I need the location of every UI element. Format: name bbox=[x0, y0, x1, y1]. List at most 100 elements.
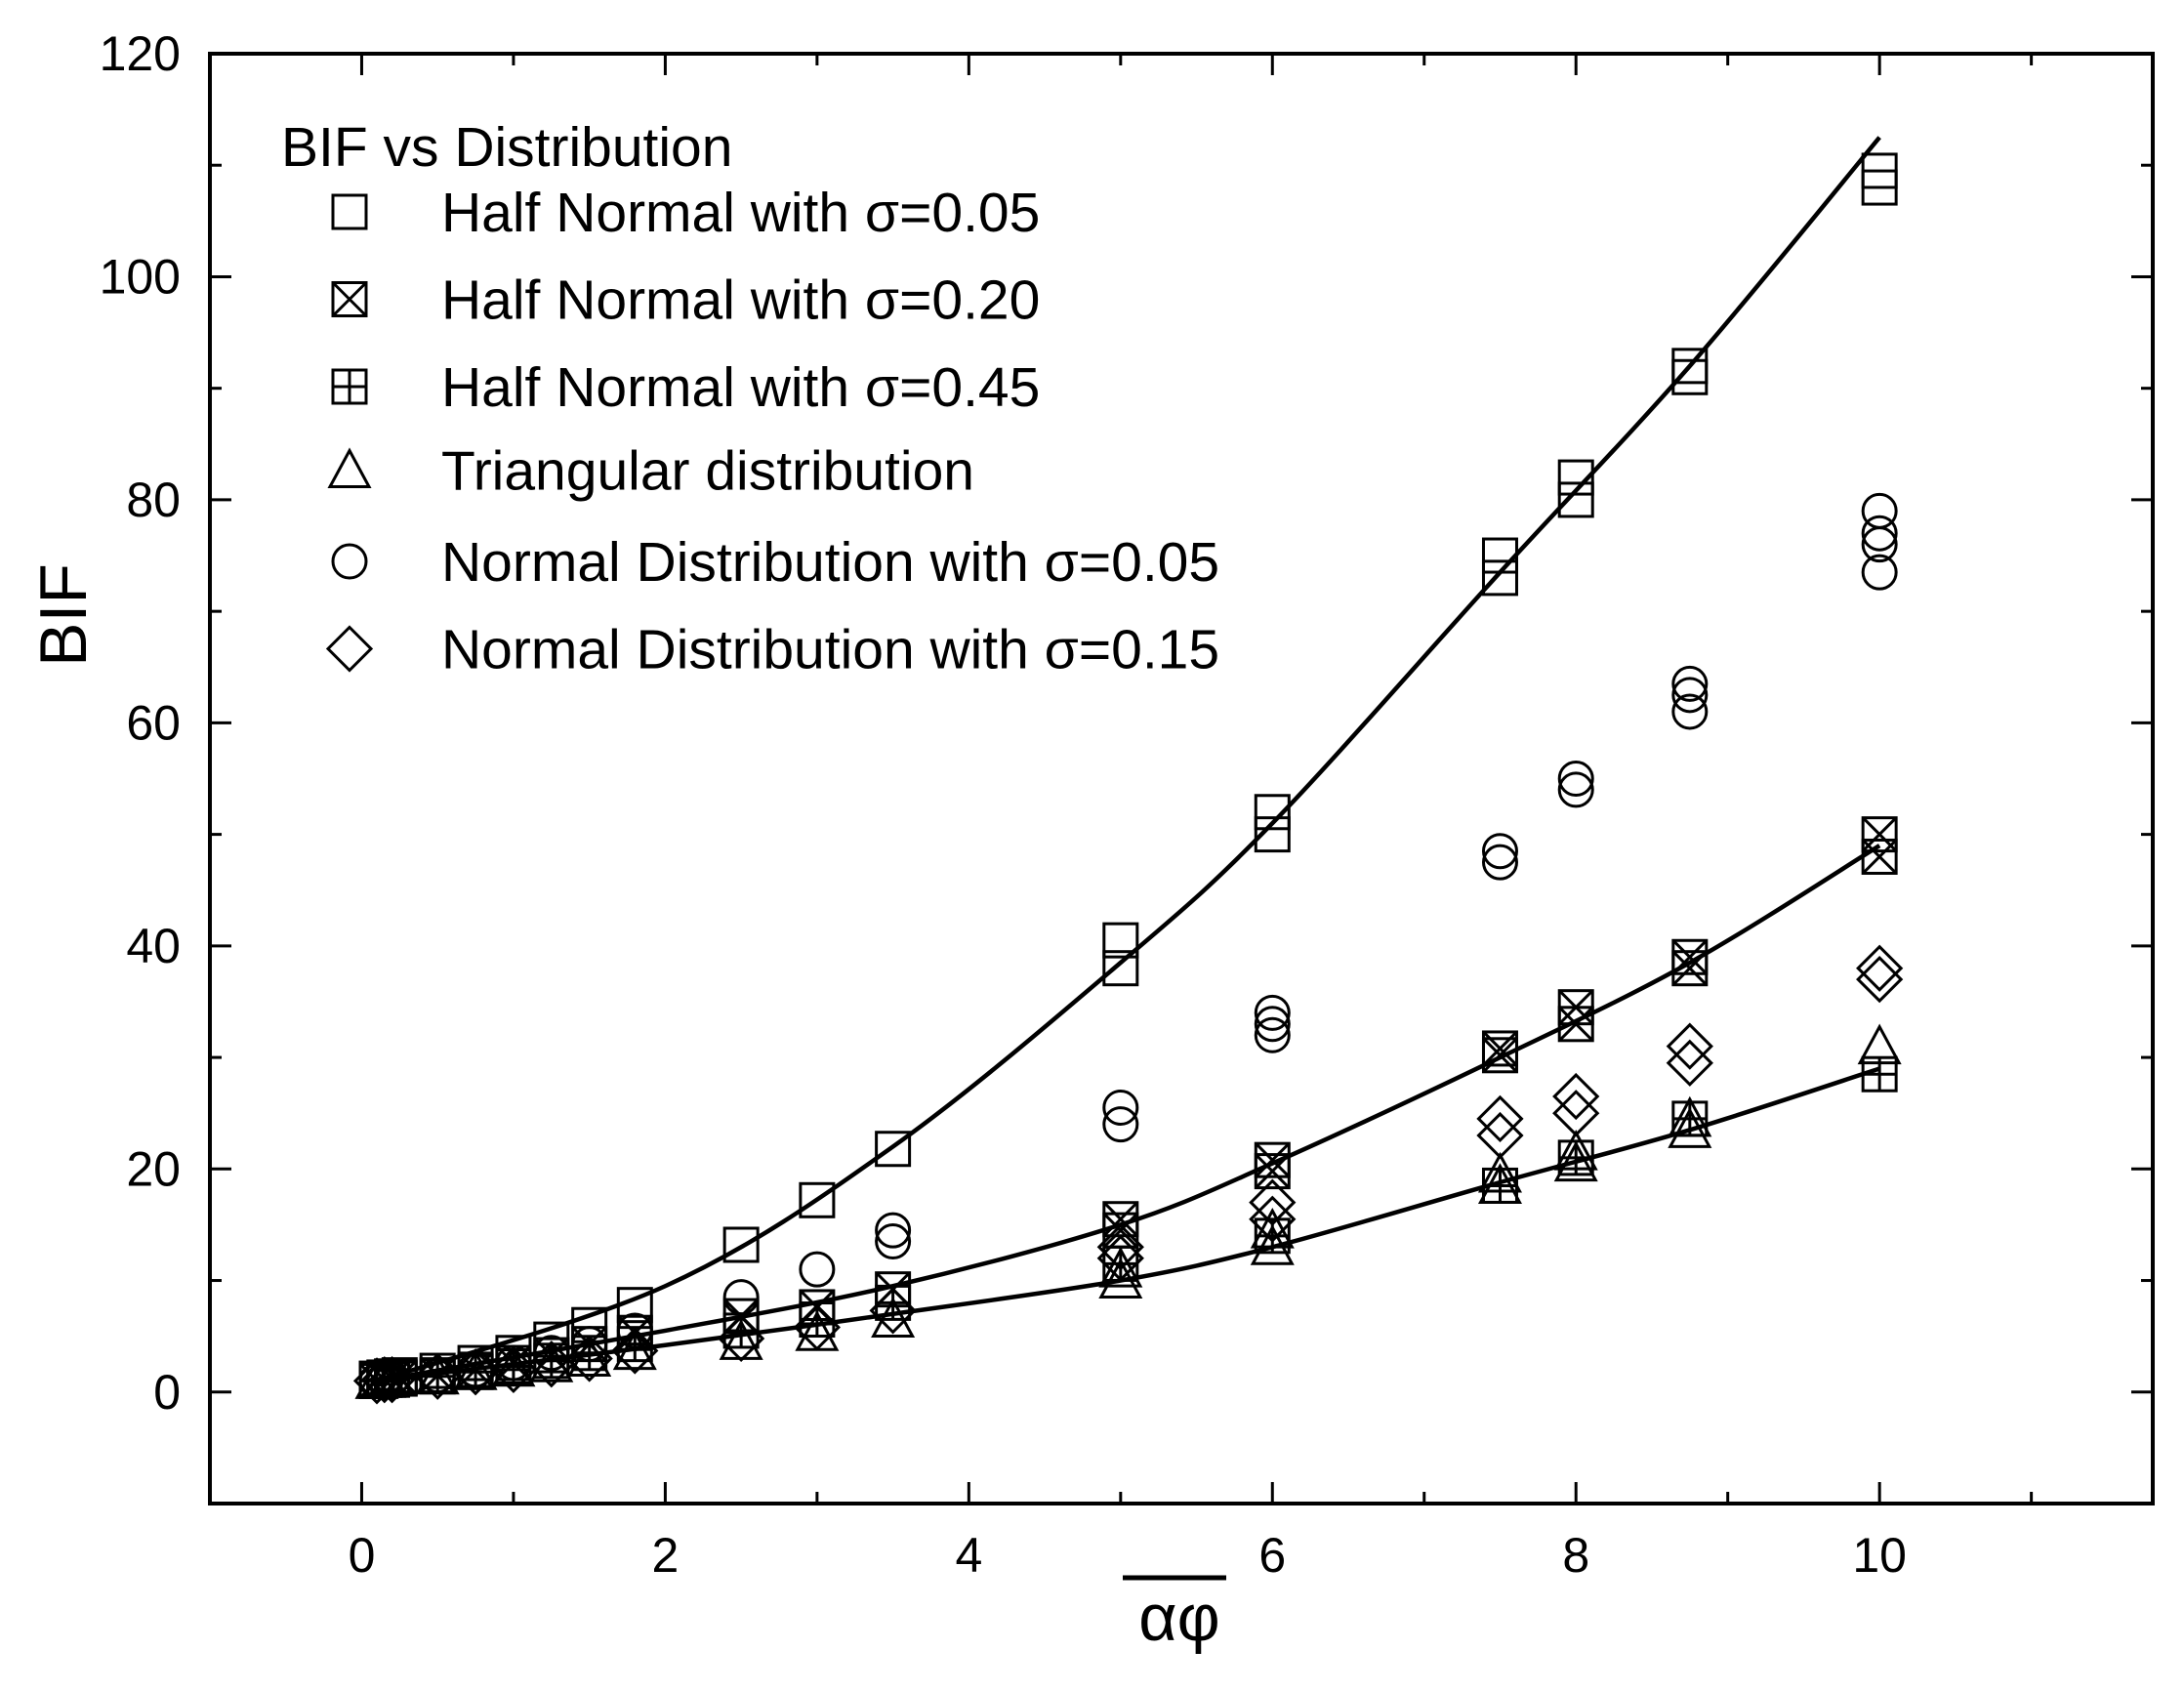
legend-marker-3 bbox=[331, 368, 368, 405]
legend-marker-6 bbox=[325, 625, 374, 673]
series-2-point bbox=[1861, 816, 1898, 853]
series-6-point bbox=[1666, 1022, 1713, 1070]
series-6-point bbox=[565, 1335, 613, 1382]
series-5-point bbox=[1481, 844, 1518, 881]
legend-label-1: Half Normal with σ=0.05 bbox=[441, 182, 1040, 244]
series-1-point bbox=[722, 1226, 760, 1263]
series-5-point bbox=[1671, 665, 1709, 702]
series-2-point bbox=[1557, 989, 1594, 1026]
series-5-point bbox=[799, 1251, 836, 1288]
series-5-point bbox=[1861, 492, 1898, 529]
series-4-point bbox=[491, 1345, 536, 1387]
series-1-point bbox=[1671, 348, 1709, 385]
series-6-point bbox=[1476, 1111, 1524, 1160]
series-4-point bbox=[1098, 1258, 1143, 1299]
series-3-point bbox=[799, 1301, 836, 1339]
legend-label-3: Half Normal with σ=0.45 bbox=[441, 356, 1040, 419]
series-1-point bbox=[1557, 459, 1594, 496]
series-4-point bbox=[1553, 1140, 1598, 1182]
series-5-point bbox=[875, 1223, 912, 1260]
y-tick-label: 60 bbox=[126, 695, 181, 750]
series-4-point bbox=[612, 1329, 657, 1371]
series-4-point bbox=[1553, 1130, 1598, 1171]
series-6-point bbox=[360, 1356, 408, 1404]
series-6-point bbox=[1552, 1090, 1600, 1137]
y-tick-label: 40 bbox=[126, 919, 181, 973]
series-5-point bbox=[1254, 994, 1291, 1031]
series-6-point bbox=[1856, 944, 1904, 992]
series-1-point bbox=[1481, 537, 1518, 574]
legend-label-5: Normal Distribution with σ=0.05 bbox=[441, 531, 1219, 594]
series-1-point bbox=[1254, 816, 1291, 853]
series-5-point bbox=[1102, 1089, 1139, 1126]
series-2-point bbox=[1254, 1141, 1291, 1178]
fit-middle-curve bbox=[376, 844, 1881, 1383]
series-1-point bbox=[875, 1131, 912, 1168]
series-2-point bbox=[1481, 1030, 1518, 1067]
series-4-point bbox=[1477, 1151, 1523, 1193]
series-5-point bbox=[616, 1312, 653, 1349]
series-4-point bbox=[871, 1297, 916, 1339]
series-4-point bbox=[1668, 1107, 1712, 1148]
series-1-point bbox=[1102, 950, 1139, 987]
series-2-point bbox=[1481, 1037, 1518, 1074]
y-tick-label: 80 bbox=[126, 473, 181, 527]
x-axis-title: αφ bbox=[1138, 1581, 1219, 1655]
series-6-point bbox=[451, 1348, 500, 1396]
series-5-point bbox=[1254, 1006, 1291, 1043]
legend-marker-1 bbox=[331, 193, 368, 230]
series-6-point bbox=[1552, 1072, 1600, 1121]
y-tick-label: 0 bbox=[153, 1365, 181, 1420]
series-5-point bbox=[1481, 833, 1518, 870]
series-1-point bbox=[1481, 559, 1518, 597]
series-6-point bbox=[1856, 955, 1904, 1004]
series-5-point bbox=[1557, 761, 1594, 797]
series-6-point bbox=[1249, 1178, 1297, 1226]
data-markers bbox=[352, 152, 1904, 1405]
fit-lower-curve bbox=[376, 1066, 1880, 1383]
series-6-point bbox=[1096, 1234, 1144, 1282]
series-4-point bbox=[453, 1349, 498, 1390]
y-tick-label: 20 bbox=[126, 1141, 181, 1196]
legend-label-6: Normal Distribution with σ=0.15 bbox=[441, 619, 1219, 681]
series-5-point bbox=[571, 1326, 608, 1363]
series-6-point bbox=[527, 1340, 575, 1388]
series-6-point bbox=[611, 1327, 659, 1375]
series-4-point bbox=[1668, 1095, 1712, 1137]
series-2-point bbox=[1671, 938, 1709, 975]
series-1-point bbox=[1102, 922, 1139, 959]
x-tick-label: 0 bbox=[349, 1528, 376, 1583]
plot-frame bbox=[208, 52, 2155, 1505]
series-5-point bbox=[875, 1212, 912, 1249]
series-6-point bbox=[414, 1352, 462, 1400]
fit-upper-curve bbox=[376, 136, 1881, 1383]
series-4-point bbox=[1477, 1163, 1523, 1204]
series-5-point bbox=[1671, 693, 1709, 730]
series-5-point bbox=[1861, 554, 1898, 591]
series-5-point bbox=[533, 1335, 570, 1372]
fit-curves bbox=[376, 136, 1881, 1383]
series-6-point bbox=[869, 1287, 917, 1335]
legend-marker-2 bbox=[331, 281, 368, 317]
series-1-point bbox=[799, 1181, 836, 1218]
series-1-point bbox=[616, 1287, 653, 1324]
y-tick-label: 100 bbox=[100, 249, 181, 304]
legend-label-2: Half Normal with σ=0.20 bbox=[441, 269, 1040, 332]
series-6-point bbox=[1666, 1039, 1713, 1087]
series-6-point bbox=[793, 1303, 841, 1351]
series-6-point bbox=[1096, 1223, 1144, 1271]
series-5-point bbox=[1671, 677, 1709, 714]
series-6-point bbox=[718, 1314, 765, 1363]
series-6-point bbox=[352, 1357, 401, 1405]
series-5-point bbox=[722, 1279, 760, 1316]
y-tick-label: 120 bbox=[100, 26, 181, 81]
legend-title: BIF vs Distribution bbox=[281, 116, 732, 179]
series-6-point bbox=[1476, 1094, 1524, 1143]
x-tick-label: 8 bbox=[1562, 1528, 1589, 1583]
series-5-point bbox=[1861, 515, 1898, 552]
x-tick-label: 4 bbox=[955, 1528, 982, 1583]
x-tick-label: 2 bbox=[652, 1528, 680, 1583]
series-1-point bbox=[1557, 481, 1594, 518]
